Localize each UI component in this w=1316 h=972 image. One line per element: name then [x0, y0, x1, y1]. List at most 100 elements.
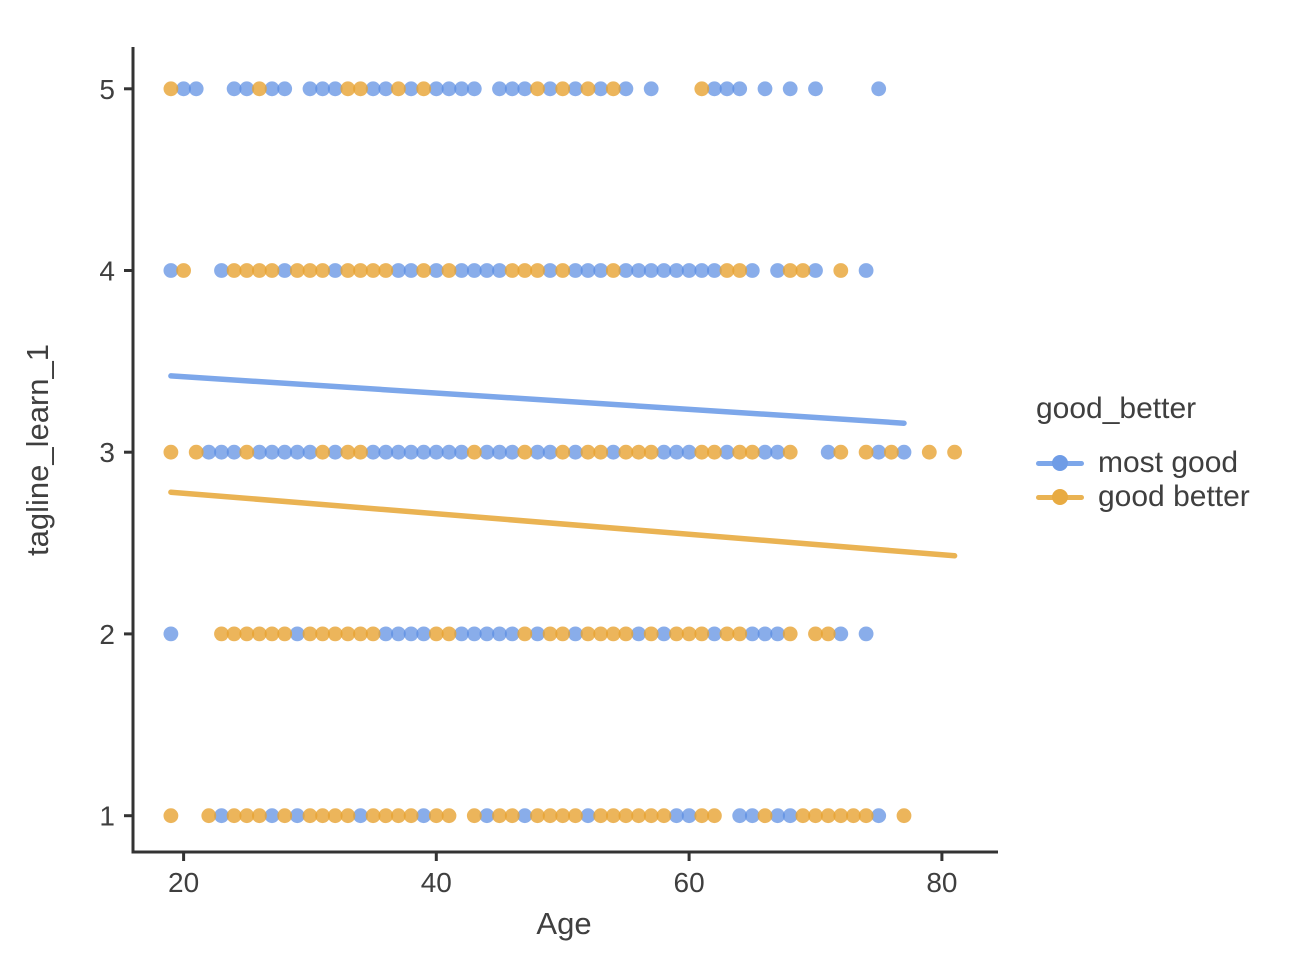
point-most-good — [302, 444, 318, 460]
point-most-good — [479, 626, 495, 642]
point-good-better — [896, 808, 912, 824]
point-most-good — [808, 263, 823, 278]
point-good-better — [921, 444, 937, 460]
point-good-better — [947, 444, 962, 460]
point-most-good — [403, 263, 419, 278]
point-most-good — [289, 626, 305, 642]
point-most-good — [277, 444, 293, 460]
point-good-better — [707, 444, 722, 460]
point-most-good — [252, 444, 267, 460]
point-good-better — [530, 808, 545, 824]
point-good-better — [378, 263, 394, 278]
point-good-better — [302, 808, 318, 824]
point-good-better — [428, 626, 444, 642]
point-good-better — [353, 444, 368, 460]
point-good-better — [277, 808, 293, 824]
point-most-good — [391, 626, 406, 642]
point-good-better — [428, 808, 444, 824]
legend-entry-good-better: good better — [1036, 480, 1250, 514]
points-layer — [163, 81, 962, 824]
point-good-better — [239, 626, 255, 642]
point-good-better — [858, 444, 874, 460]
x-tick-label: 20 — [168, 867, 199, 898]
point-good-better — [239, 808, 255, 824]
point-good-better — [605, 81, 621, 97]
point-good-better — [416, 81, 432, 97]
point-good-better — [808, 626, 823, 642]
y-tick-label: 1 — [99, 801, 115, 832]
point-most-good — [656, 263, 672, 278]
point-good-better — [441, 263, 457, 278]
point-most-good — [163, 263, 179, 278]
point-most-good — [669, 808, 684, 824]
point-most-good — [757, 626, 773, 642]
point-most-good — [492, 444, 507, 460]
point-good-better — [340, 808, 356, 824]
point-most-good — [454, 444, 469, 460]
point-most-good — [770, 444, 785, 460]
point-good-better — [239, 263, 255, 278]
point-most-good — [365, 444, 381, 460]
point-good-better — [782, 444, 798, 460]
point-good-better — [264, 263, 280, 278]
point-most-good — [530, 626, 545, 642]
point-good-better — [555, 444, 571, 460]
legend-key-dot — [1052, 489, 1068, 505]
point-good-better — [618, 444, 634, 460]
point-most-good — [428, 81, 444, 97]
point-good-better — [580, 81, 596, 97]
point-most-good — [707, 81, 722, 97]
point-good-better — [694, 626, 710, 642]
legend-entry-label: good better — [1098, 480, 1250, 513]
point-most-good — [517, 81, 533, 97]
point-good-better — [555, 81, 571, 97]
point-good-better — [264, 626, 280, 642]
point-most-good — [214, 263, 229, 278]
point-most-good — [479, 808, 495, 824]
point-good-better — [252, 263, 267, 278]
point-most-good — [871, 808, 887, 824]
point-good-better — [353, 263, 368, 278]
point-good-better — [315, 444, 330, 460]
point-most-good — [732, 808, 748, 824]
legend-entry-most-good: most good — [1036, 446, 1250, 480]
point-good-better — [757, 808, 773, 824]
y-tick-label: 3 — [99, 437, 115, 468]
point-most-good — [214, 444, 229, 460]
point-good-better — [833, 808, 849, 824]
point-good-better — [833, 263, 849, 278]
point-good-better — [365, 626, 381, 642]
point-most-good — [378, 626, 394, 642]
point-most-good — [896, 444, 912, 460]
point-good-better — [782, 263, 798, 278]
point-most-good — [580, 263, 596, 278]
point-good-better — [542, 626, 558, 642]
point-good-better — [289, 263, 305, 278]
point-most-good — [770, 626, 785, 642]
point-most-good — [378, 444, 394, 460]
point-most-good — [176, 81, 192, 97]
point-good-better — [744, 444, 760, 460]
point-good-better — [315, 808, 330, 824]
point-most-good — [871, 444, 887, 460]
point-good-better — [226, 626, 242, 642]
point-most-good — [454, 81, 469, 97]
point-good-better — [252, 626, 267, 642]
point-most-good — [568, 444, 583, 460]
point-good-better — [327, 808, 343, 824]
point-good-better — [618, 808, 634, 824]
point-good-better — [517, 444, 533, 460]
point-most-good — [479, 263, 495, 278]
point-most-good — [808, 81, 823, 97]
point-most-good — [416, 808, 432, 824]
point-good-better — [820, 808, 836, 824]
point-good-better — [884, 444, 899, 460]
point-most-good — [669, 444, 684, 460]
point-good-better — [631, 808, 646, 824]
point-most-good — [289, 808, 305, 824]
point-most-good — [744, 808, 760, 824]
point-most-good — [289, 444, 305, 460]
point-most-good — [744, 626, 760, 642]
